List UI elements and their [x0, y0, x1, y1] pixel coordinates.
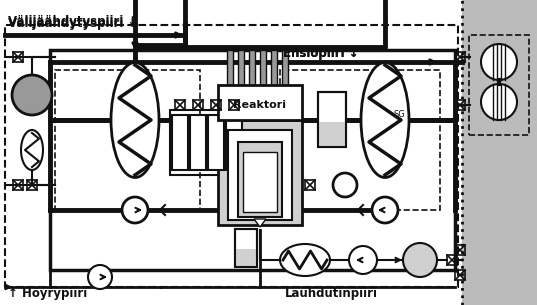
Polygon shape	[254, 219, 266, 227]
Circle shape	[88, 265, 112, 289]
Bar	[318, 92, 346, 147]
Text: Ensiöpiiri ↓: Ensiöpiiri ↓	[283, 47, 359, 60]
Bar	[235, 229, 257, 267]
Circle shape	[349, 246, 377, 274]
Bar	[55, 70, 200, 210]
Bar	[469, 35, 529, 135]
Bar	[455, 52, 465, 62]
Bar	[190, 115, 206, 170]
Bar	[238, 142, 282, 217]
Bar	[13, 52, 23, 62]
Text: Ensiöpiiri ↓: Ensiöpiiri ↓	[283, 47, 359, 60]
Ellipse shape	[361, 63, 409, 178]
Text: ↑ Höyrypiiri: ↑ Höyrypiiri	[8, 287, 87, 300]
Bar	[50, 50, 455, 270]
Text: Välijäähdytyspiiri ↓: Välijäähdytyspiiri ↓	[8, 15, 137, 28]
Text: Reaktori: Reaktori	[234, 100, 287, 110]
Bar	[235, 249, 257, 267]
Bar	[271, 50, 277, 85]
Bar	[172, 115, 188, 170]
Text: SG: SG	[393, 110, 405, 119]
Bar	[260, 50, 266, 85]
Bar	[5, 25, 458, 287]
Bar	[229, 100, 239, 110]
Bar	[235, 229, 257, 267]
Bar	[280, 70, 440, 210]
Circle shape	[333, 173, 357, 197]
Ellipse shape	[21, 130, 43, 170]
Bar	[238, 50, 244, 85]
Bar	[13, 180, 23, 190]
Bar	[228, 130, 292, 220]
Bar	[318, 122, 346, 147]
Bar	[243, 152, 277, 212]
Bar	[218, 120, 302, 225]
Bar	[170, 110, 250, 175]
Bar	[211, 100, 221, 110]
Circle shape	[372, 197, 398, 223]
Circle shape	[481, 84, 517, 120]
Bar	[282, 50, 288, 85]
Bar	[218, 85, 302, 120]
Text: Lauhdutinpiiri: Lauhdutinpiiri	[285, 287, 378, 300]
Ellipse shape	[280, 244, 330, 276]
Circle shape	[403, 243, 437, 277]
Bar	[455, 245, 465, 255]
Bar	[226, 115, 242, 170]
Bar	[462, 0, 537, 305]
Circle shape	[12, 75, 52, 115]
Bar	[208, 115, 224, 170]
Bar	[175, 100, 185, 110]
Bar	[455, 270, 465, 280]
Bar	[447, 255, 457, 265]
Circle shape	[481, 44, 517, 80]
Bar	[27, 180, 37, 190]
Circle shape	[122, 197, 148, 223]
Bar	[318, 92, 346, 147]
Bar	[193, 100, 203, 110]
Bar	[249, 50, 255, 85]
Bar	[305, 180, 315, 190]
Bar	[227, 50, 233, 85]
Ellipse shape	[111, 63, 159, 178]
Text: Välijäähdytyspiiri ↓: Välijäähdytyspiiri ↓	[8, 17, 137, 30]
Bar	[455, 100, 465, 110]
